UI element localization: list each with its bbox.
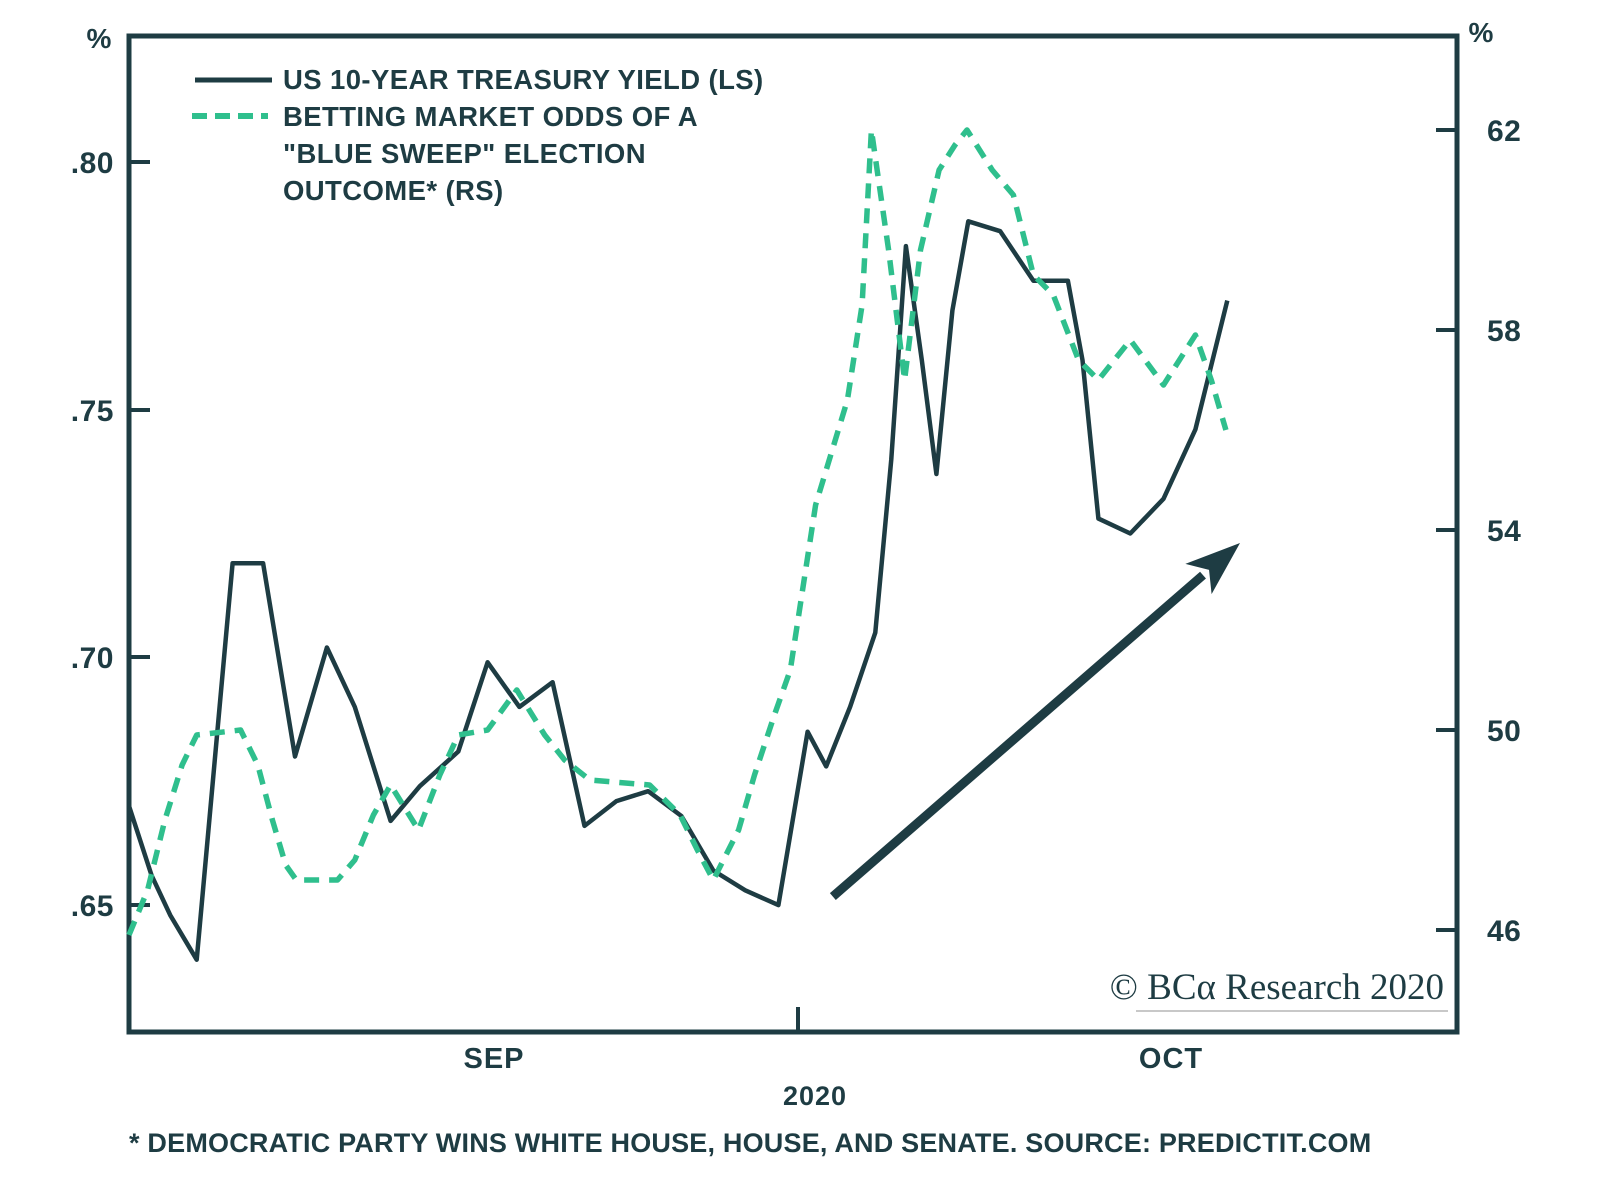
- right-tick-label: 54: [1487, 515, 1521, 548]
- right-tick-label: 50: [1487, 715, 1521, 748]
- footnote-text: * DEMOCRATIC PARTY WINS WHITE HOUSE, HOU…: [129, 1128, 1371, 1158]
- right-tick-label: 58: [1487, 315, 1521, 348]
- legend-series1-label: US 10-YEAR TREASURY YIELD (LS): [283, 64, 764, 95]
- left-axis-ticks: [129, 160, 150, 907]
- left-tick-label: .65: [71, 890, 114, 923]
- x-label-year: 2020: [783, 1081, 847, 1111]
- left-tick-label: .80: [71, 147, 114, 180]
- legend-series2-label-line3: OUTCOME* (RS): [283, 175, 504, 206]
- branding: © BCα Research 2020: [1110, 967, 1448, 1012]
- right-axis-labels: 62 58 54 50 46: [1487, 115, 1521, 948]
- branding-text: © BCα Research 2020: [1110, 967, 1444, 1008]
- trend-annotation-arrow: [829, 542, 1241, 900]
- chart-legend: US 10-YEAR TREASURY YIELD (LS) BETTING M…: [192, 64, 764, 206]
- legend-series2-label-line2: "BLUE SWEEP" ELECTION: [283, 138, 646, 169]
- treasury-yield-series-line: [126, 219, 1230, 962]
- legend-series2-label-line1: BETTING MARKET ODDS OF A: [283, 101, 698, 132]
- right-tick-label: 62: [1487, 115, 1521, 148]
- left-axis-unit: %: [87, 23, 112, 54]
- plot-frame: [126, 33, 1460, 1035]
- arrow-shaft: [829, 571, 1206, 900]
- right-axis-unit: %: [1469, 17, 1494, 48]
- right-tick-label: 46: [1487, 915, 1521, 948]
- x-label-oct: OCT: [1139, 1043, 1203, 1075]
- left-tick-label: .70: [71, 642, 114, 675]
- x-label-sep: SEP: [463, 1043, 524, 1075]
- left-tick-label: .75: [71, 395, 114, 428]
- left-axis-labels: .80 .75 .70 .65: [71, 147, 114, 923]
- right-axis-ticks: [1436, 128, 1457, 932]
- blue-sweep-odds-series-line: [126, 127, 1229, 937]
- arrow-head-icon: [1185, 542, 1241, 595]
